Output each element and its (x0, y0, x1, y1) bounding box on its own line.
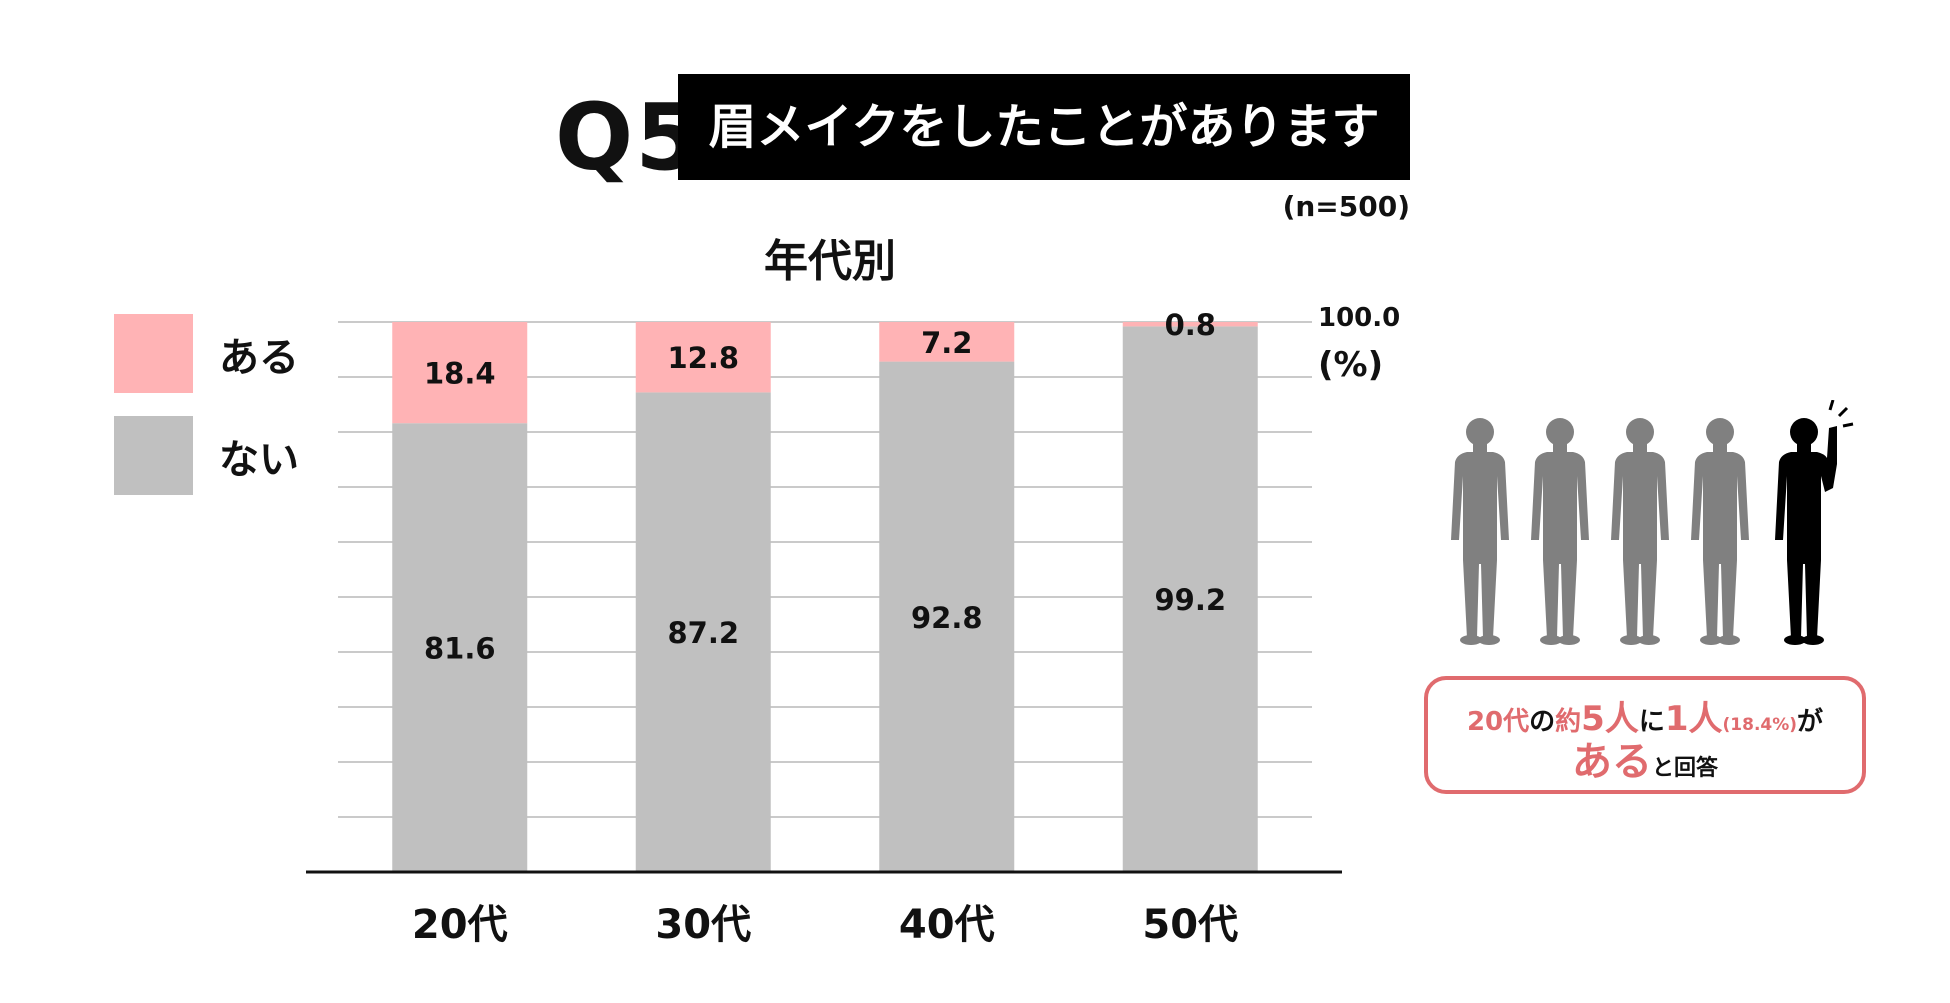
summary-callout: 20代の約5人に1人(18.4%)が あると回答 (1424, 676, 1866, 794)
question-title: 眉メイクをしたことがありますか？ (678, 74, 1410, 261)
category-label: 50代 (1142, 902, 1238, 948)
callout-pct: (18.4%) (1722, 715, 1798, 735)
sample-size: (n=500) (1282, 190, 1410, 223)
callout-line-2: あると回答 (1428, 742, 1862, 789)
bar-segment-nai (392, 423, 528, 872)
y-max-label: 100.0 (1318, 303, 1400, 333)
legend-label-nai: ない (219, 436, 299, 483)
bar-segment-aru (392, 322, 528, 424)
callout-aru: ある (1571, 739, 1652, 785)
callout-line-1: 20代の約5人に1人(18.4%)が (1428, 702, 1862, 742)
callout-age: 20代 (1466, 707, 1530, 737)
data-label: 18.4 (424, 357, 496, 391)
legend-item-aru: ある (114, 314, 299, 393)
callout-no: の (1529, 707, 1556, 737)
category-label: 40代 (899, 902, 995, 948)
bar-segment-aru (879, 322, 1015, 362)
callout-five-people: 5人 (1581, 699, 1639, 739)
data-label: 0.8 (1165, 308, 1216, 342)
chart-title: 年代別 (764, 236, 896, 287)
data-label: 87.2 (667, 616, 739, 650)
people-silhouettes-icon (1451, 400, 1854, 645)
callout-ni: に (1638, 707, 1665, 737)
category-label: 20代 (412, 902, 508, 948)
callout-one-person: 1人 (1664, 699, 1723, 739)
bar-segment-nai (1122, 326, 1258, 872)
bar-segment-nai (635, 392, 771, 872)
y-unit-label: (%) (1318, 345, 1383, 385)
legend-swatch-aru (114, 314, 193, 393)
category-label: 30代 (655, 902, 751, 948)
callout-approx: 約 (1555, 707, 1582, 737)
bar-segment-aru (635, 322, 771, 393)
data-label: 99.2 (1154, 583, 1226, 617)
data-label: 12.8 (667, 341, 739, 375)
bar-segment-nai (879, 361, 1015, 872)
callout-ga: が (1797, 707, 1824, 737)
legend-item-nai: ない (114, 416, 299, 495)
legend-label-aru: ある (219, 334, 299, 381)
data-label: 7.2 (921, 326, 972, 360)
data-label: 92.8 (911, 601, 983, 635)
callout-answered: と回答 (1651, 756, 1718, 781)
legend-swatch-nai (114, 416, 193, 495)
bar-segment-aru (1122, 322, 1258, 327)
data-label: 81.6 (424, 632, 496, 666)
